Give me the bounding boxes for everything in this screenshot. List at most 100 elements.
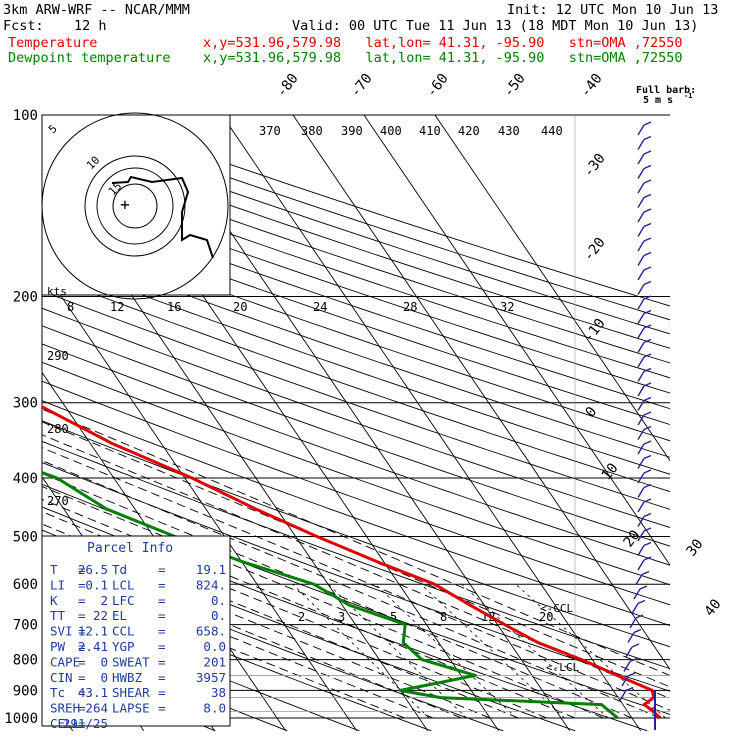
- isotherm-label: 20: [621, 527, 644, 550]
- dry-adiabat-line: [42, 380, 670, 606]
- wind-barb-shaft: [621, 675, 629, 687]
- forecast-hour: 12 h: [74, 18, 107, 34]
- wind-barb-shaft: [637, 516, 645, 527]
- wind-barb-flag: [643, 411, 652, 416]
- wind-barb-shaft: [637, 501, 645, 513]
- theta-label: 380: [301, 124, 323, 138]
- wind-barb-flag: [643, 425, 652, 431]
- wind-barb-shaft: [637, 124, 645, 136]
- parcel-info-cell: CELL: [50, 716, 80, 731]
- dry-adiabat-line: [42, 166, 670, 379]
- parcel-info-cell: 26.5: [78, 562, 108, 577]
- dry-adiabat-line: [42, 290, 670, 510]
- dewpoint-location: x,y=531.96,579.98 lat,lon= 41.31, -95.90…: [203, 50, 683, 66]
- parcel-info-cell: 0: [100, 670, 108, 685]
- parcel-info-cell: 22: [93, 608, 108, 623]
- isotherm-label: -60: [424, 71, 452, 101]
- dewpoint-profile-line: [42, 471, 619, 720]
- parcel-info-cell: SVI: [50, 624, 73, 639]
- moist-adiabat-line: [42, 421, 670, 688]
- theta-side-label: 280: [47, 422, 69, 436]
- dry-adiabat-line: [42, 461, 670, 692]
- parcel-info-cell: =: [78, 593, 86, 608]
- parcel-info-cell: =: [158, 654, 166, 669]
- wind-barb-flag: [643, 280, 652, 286]
- wind-barb-flag: [643, 295, 652, 300]
- wind-barb-shaft: [625, 646, 633, 658]
- mixing-ratio-label: 3: [338, 610, 345, 624]
- parcel-info-cell: EL: [112, 608, 127, 623]
- parcel-info-cell: CIN: [50, 670, 73, 685]
- wind-barb-shaft: [637, 487, 645, 498]
- wind-barb-flag: [643, 541, 652, 547]
- parcel-info-cell: 264: [85, 701, 108, 716]
- parcel-info-title: Parcel Info: [87, 541, 173, 556]
- wind-barb-flag: [643, 367, 652, 373]
- parcel-info-cell: =: [158, 577, 166, 592]
- speed-scale-label: 24: [313, 300, 327, 314]
- pressure-label: 600: [13, 577, 38, 593]
- wind-barb-flag: [643, 193, 652, 199]
- isotherm-label: -20: [581, 235, 609, 265]
- parcel-info-cell: =: [78, 670, 86, 685]
- hodograph-origin-marker: +: [120, 195, 130, 214]
- theta-label: 410: [419, 124, 441, 138]
- model-title: 3km ARW-WRF -- NCAR/MMM: [3, 2, 190, 18]
- isotherm-line: [0, 115, 2, 731]
- mixing-ratio-label: 2: [298, 610, 305, 624]
- temperature-legend: Temperature: [8, 35, 98, 51]
- parcel-info-cell: TT: [50, 608, 66, 623]
- isotherm-label: -30: [581, 151, 609, 181]
- parcel-info-cell: CAPE: [50, 654, 80, 669]
- wind-barb-flag: [643, 512, 652, 518]
- wind-barb-flag: [643, 164, 652, 170]
- wind-barb-shaft: [619, 690, 627, 701]
- wind-barb-shaft: [637, 559, 645, 571]
- dry-adiabat-line: [42, 257, 670, 475]
- parcel-info-cell: =: [78, 624, 86, 639]
- wind-barb-shaft: [637, 284, 645, 295]
- wind-barb-shaft: [633, 588, 641, 600]
- parcel-info-cell: 291/25: [63, 716, 108, 731]
- wind-barb-shaft: [629, 617, 637, 629]
- parcel-info-cell: 12.1: [78, 624, 108, 639]
- wind-barb-shaft: [637, 197, 645, 208]
- hodograph-speed-ring: [84, 155, 186, 257]
- wind-barb-flag: [643, 266, 652, 271]
- dry-adiabat-line: [42, 343, 670, 566]
- parcel-info-cell: 824.: [196, 577, 226, 592]
- wind-barb-shaft: [637, 472, 645, 484]
- wind-barb-shaft: [637, 255, 645, 266]
- wind-barb-shaft: [637, 342, 645, 353]
- wind-barb-shaft: [637, 298, 645, 310]
- wind-barb-shaft: [637, 429, 645, 440]
- wind-barb-flag: [643, 483, 652, 489]
- parcel-info-cell: 2: [100, 593, 108, 608]
- parcel-info-cell: 0.: [211, 593, 226, 608]
- wind-barb-flag: [643, 353, 652, 358]
- parcel-info-cell: HWBZ: [112, 670, 143, 685]
- wind-barb-flag: [643, 498, 652, 503]
- isotherm-label: 10: [599, 460, 622, 483]
- wind-barb-flag: [643, 150, 652, 155]
- speed-scale-label: 8: [67, 300, 74, 314]
- wind-barb-flag: [643, 121, 652, 126]
- dry-adiabat-line: [42, 273, 670, 493]
- dry-adiabat-line: [42, 180, 670, 394]
- wind-barb-flag: [643, 382, 652, 387]
- parcel-info-cell: 658.: [196, 624, 226, 639]
- isotherm-label: -50: [501, 71, 529, 101]
- dry-adiabat-line: [42, 225, 670, 442]
- wind-barb-flag: [635, 614, 644, 619]
- wind-barb-shaft: [637, 400, 645, 411]
- pressure-label: 100: [13, 108, 38, 124]
- theta-label: 400: [380, 124, 402, 138]
- wind-barb-flag: [643, 309, 652, 315]
- dry-adiabat-line: [42, 400, 670, 627]
- theta-label: 440: [541, 124, 563, 138]
- parcel-info-cell: 38: [211, 685, 226, 700]
- wind-barb-flag: [643, 251, 652, 257]
- theta-label: 420: [458, 124, 480, 138]
- wind-barb-shaft: [637, 327, 645, 339]
- parcel-info-cell: =: [78, 701, 86, 716]
